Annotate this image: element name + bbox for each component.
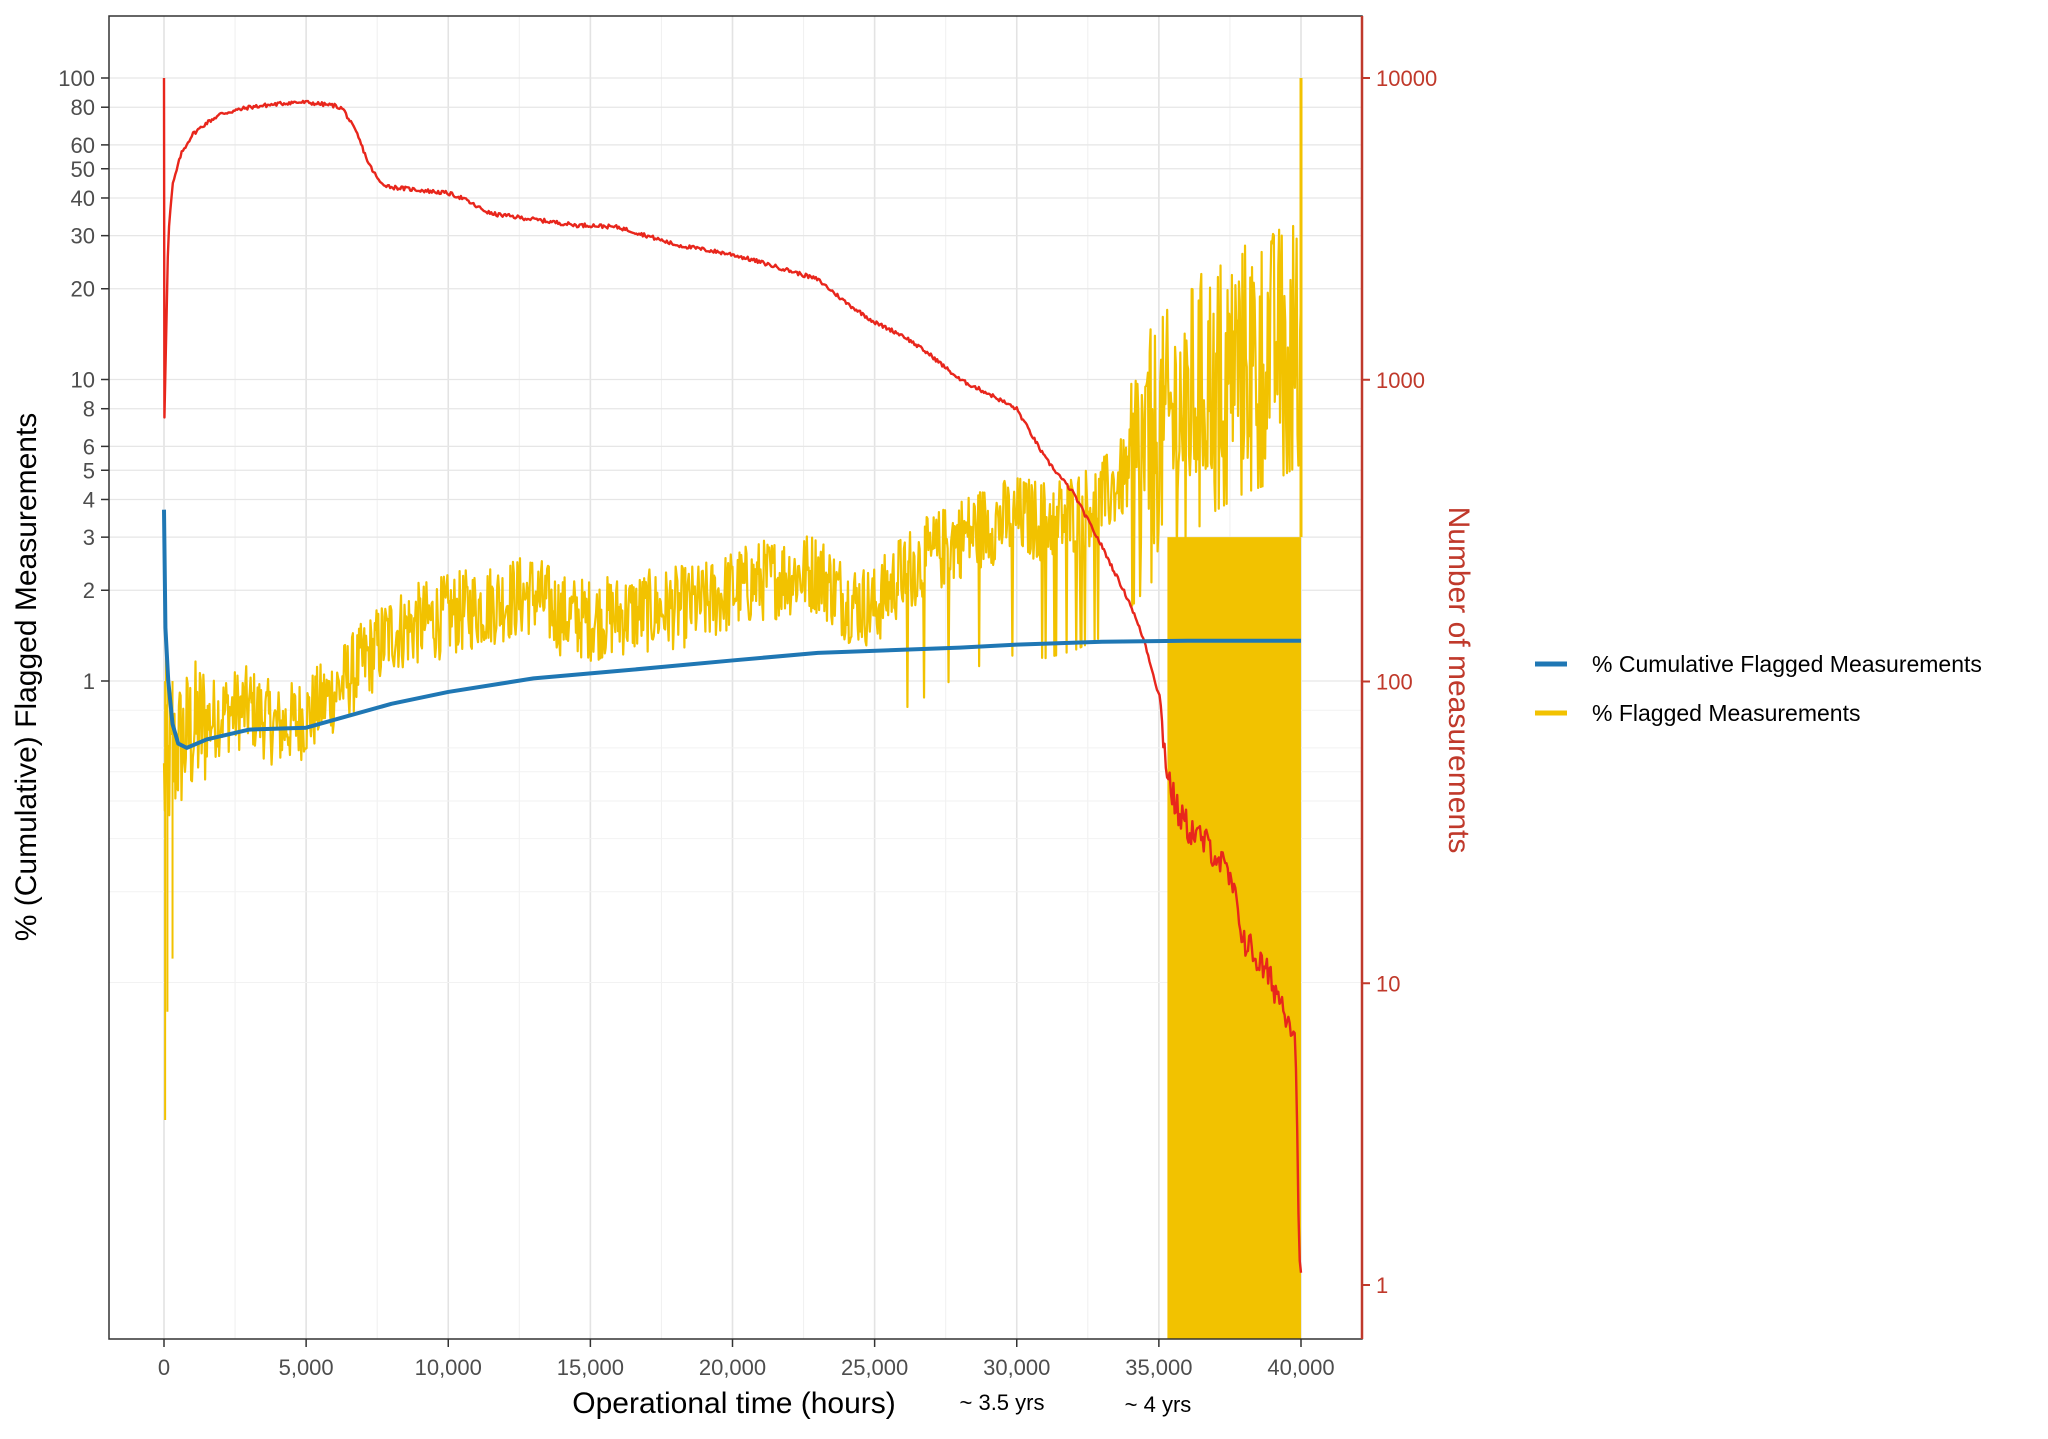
cumulative-flagged-line: [162, 509, 1301, 750]
x-tick-label-6: 30,000: [983, 1355, 1050, 1380]
annotation-4-yrs: ~ 4 yrs: [1125, 1392, 1192, 1417]
x-tick-label-7: 35,000: [1125, 1355, 1192, 1380]
series-layer: [162, 77, 1303, 1339]
y2-tick-label-3: 1000: [1376, 368, 1425, 393]
y2-tick-label-0: 1: [1376, 1273, 1388, 1298]
y2-tick-label-2: 100: [1376, 670, 1413, 695]
y-tick-label-9: 30: [71, 224, 95, 249]
y-tick-label-12: 60: [71, 133, 95, 158]
y-tick-label-3: 4: [83, 487, 95, 512]
y-tick-label-1: 2: [83, 578, 95, 603]
x-tick-label-5: 25,000: [841, 1355, 908, 1380]
y-tick-label-4: 5: [83, 458, 95, 483]
y-tick-label-6: 8: [83, 397, 95, 422]
x-tick-label-8: 40,000: [1267, 1355, 1334, 1380]
y-tick-label-5: 6: [83, 434, 95, 459]
x-tick-label-0: 0: [158, 1355, 170, 1380]
y-tick-label-13: 80: [71, 95, 95, 120]
y-tick-label-2: 3: [83, 525, 95, 550]
annotation-3-5-yrs: ~ 3.5 yrs: [960, 1390, 1045, 1415]
flagged-measurements-line: [162, 224, 1303, 817]
y-tick-label-10: 40: [71, 186, 95, 211]
y2-tick-label-1: 10: [1376, 971, 1400, 996]
y-tick-label-14: 100: [58, 66, 95, 91]
y-tick-label-0: 1: [83, 669, 95, 694]
x-tick-label-4: 20,000: [699, 1355, 766, 1380]
x-tick-label-2: 10,000: [415, 1355, 482, 1380]
y-tick-label-11: 50: [71, 157, 95, 182]
measurement-count-line: [162, 77, 1303, 1273]
y2-axis-title: Number of measurements: [1442, 507, 1475, 854]
legend-label-flagged: % Flagged Measurements: [1592, 700, 1860, 726]
y-tick-label-7: 10: [71, 368, 95, 393]
y-tick-label-8: 20: [71, 277, 95, 302]
legend-label-cumulative: % Cumulative Flagged Measurements: [1592, 651, 1982, 677]
x-axis-title: Operational time (hours): [572, 1387, 895, 1420]
x-tick-label-3: 15,000: [557, 1355, 624, 1380]
tick-layer: 0 5,000 10,000 15,000 20,000 25,000 30,000 35,0…: [58, 66, 1437, 1380]
legend: % Cumulative Flagged Measurements % Flag…: [1535, 651, 1982, 726]
x-tick-label-1: 5,000: [279, 1355, 334, 1380]
flagged-dense-band: [1167, 537, 1301, 1339]
y2-tick-label-4: 10000: [1376, 66, 1437, 91]
y-axis-title: % (Cumulative) Flagged Measurements: [10, 413, 43, 942]
